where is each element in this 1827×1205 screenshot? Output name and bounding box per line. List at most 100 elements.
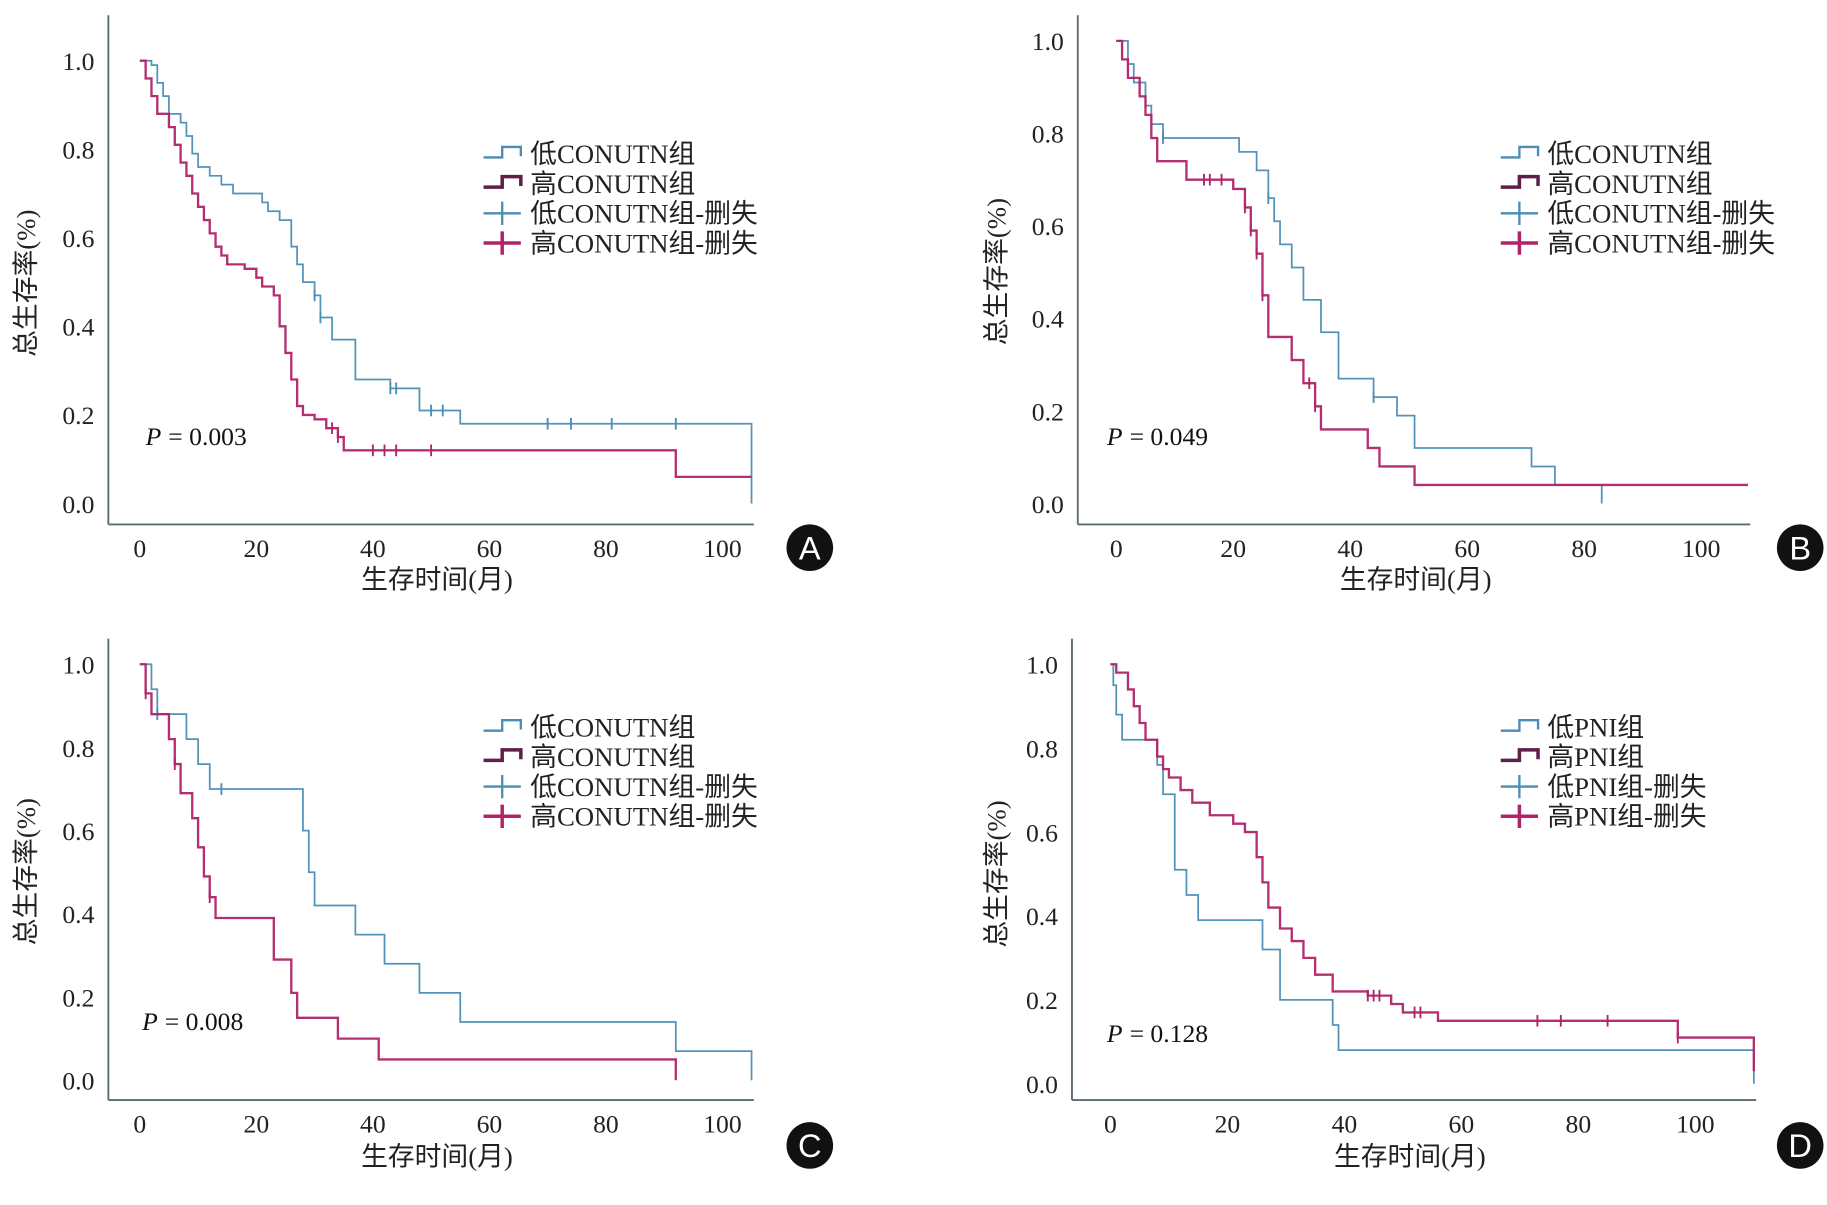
y-tick-label: 1.0 bbox=[62, 47, 94, 76]
survival-curve-high bbox=[1116, 39, 1748, 487]
x-tick-label: 40 bbox=[1332, 1110, 1358, 1139]
y-tick-label: 0.6 bbox=[1032, 212, 1064, 241]
y-tick-label: 0.4 bbox=[1032, 305, 1064, 334]
x-tick-label: 60 bbox=[477, 534, 503, 563]
chart-panel-a: 0.0 0.2 0.4 0.6 0.8 1.0 0 20 40 60 80 100 生存时间(月) 总生存… bbox=[11, 15, 834, 595]
legend-step-icon bbox=[483, 748, 523, 763]
x-tick-label: 20 bbox=[244, 534, 270, 563]
y-axis-label: 总生存率(%) bbox=[982, 198, 1012, 345]
y-tick-label: 0.0 bbox=[1026, 1070, 1058, 1099]
y-tick-label: 0.0 bbox=[1032, 490, 1064, 519]
panel-badge bbox=[1776, 1122, 1824, 1169]
legend-censor-icon bbox=[1500, 201, 1539, 225]
chart-panel-d: 0.0 0.2 0.4 0.6 0.8 1.0 0 20 40 60 80 100 生存时间(月) 总生存… bbox=[982, 638, 1824, 1171]
p-value: P = 0.003 bbox=[145, 422, 247, 451]
legend-censor-icon bbox=[483, 201, 521, 225]
x-tick-label: 40 bbox=[360, 534, 386, 563]
legend-label: 低CONUTN组-删失 bbox=[530, 199, 758, 229]
y-axis-label: 总生存率(%) bbox=[11, 798, 41, 945]
panel-label: A bbox=[799, 529, 821, 566]
x-tick-label: 20 bbox=[1220, 534, 1246, 563]
legend-censor-icon bbox=[483, 774, 521, 799]
survival-curve-high bbox=[139, 663, 677, 1081]
x-tick-label: 100 bbox=[1676, 1110, 1714, 1139]
legend-censor-icon bbox=[1500, 774, 1539, 799]
legend-label: 高CONUTN组-删失 bbox=[530, 228, 758, 258]
y-tick-label: 0.6 bbox=[1026, 818, 1058, 847]
y-axis-label: 总生存率(%) bbox=[982, 800, 1012, 947]
legend-label: 低PNI组-删失 bbox=[1547, 772, 1706, 802]
legend-label: 低CONUTN组 bbox=[530, 712, 695, 742]
x-tick-label: 100 bbox=[703, 1110, 741, 1139]
legend-label: 高CONUTN组 bbox=[530, 742, 695, 772]
x-tick-label: 80 bbox=[593, 534, 619, 563]
legend-step-icon bbox=[1500, 748, 1540, 763]
x-tick-label: 60 bbox=[477, 1110, 503, 1139]
panel-badge bbox=[786, 524, 834, 572]
chart-panel-b: 0.0 0.2 0.4 0.6 0.8 1.0 0 20 40 60 80 100 生存时间(月) 总生存… bbox=[982, 15, 1824, 595]
p-value-text: = 0.003 bbox=[168, 422, 247, 451]
x-tick-label: 80 bbox=[593, 1110, 619, 1139]
x-axis-label: 生存时间(月) bbox=[361, 565, 513, 595]
p-value-text: = 0.008 bbox=[165, 1007, 244, 1036]
legend-label: 低CONUTN组 bbox=[530, 139, 695, 169]
x-axis-label: 生存时间(月) bbox=[1340, 565, 1492, 595]
legend-censor-icon bbox=[1500, 231, 1539, 255]
panel-label: D bbox=[1788, 1127, 1812, 1164]
survival-curve-low bbox=[1116, 40, 1603, 504]
x-tick-label: 60 bbox=[1454, 534, 1480, 563]
p-symbol: P bbox=[1106, 1019, 1123, 1048]
y-tick-label: 0.2 bbox=[1026, 986, 1058, 1015]
legend-step-icon bbox=[483, 174, 523, 189]
legend-step-icon bbox=[1500, 719, 1540, 732]
y-tick-label: 0.4 bbox=[62, 900, 94, 929]
x-tick-label: 80 bbox=[1571, 534, 1597, 563]
chart-panel-c: 0.0 0.2 0.4 0.6 0.8 1.0 0 20 40 60 80 100 生存时间(月) 总生存… bbox=[11, 638, 834, 1171]
x-tick-label: 20 bbox=[1215, 1110, 1241, 1139]
legend-censor-icon bbox=[483, 804, 521, 828]
legend-label: 高CONUTN组-删失 bbox=[530, 802, 758, 832]
x-tick-label: 20 bbox=[244, 1110, 270, 1139]
panel-badge bbox=[1776, 524, 1824, 572]
y-tick-label: 0.6 bbox=[62, 224, 94, 253]
survival-curve-low bbox=[1110, 663, 1755, 1084]
legend-label: 高PNI组-删失 bbox=[1547, 802, 1706, 832]
legend-label: 高CONUTN组 bbox=[1547, 169, 1712, 199]
x-tick-label: 0 bbox=[1110, 534, 1123, 563]
y-tick-label: 0.8 bbox=[1026, 734, 1058, 763]
legend-label: 低PNI组 bbox=[1547, 712, 1644, 742]
x-tick-label: 40 bbox=[1337, 534, 1363, 563]
legend-label: 低CONUTN组-删失 bbox=[1547, 199, 1775, 229]
x-tick-label: 0 bbox=[133, 534, 146, 563]
y-tick-label: 0.2 bbox=[1032, 397, 1064, 426]
y-tick-label: 0.0 bbox=[62, 1067, 94, 1096]
y-tick-label: 0.4 bbox=[62, 313, 94, 342]
legend-step-icon bbox=[483, 719, 522, 732]
legend-censor-icon bbox=[483, 231, 521, 255]
p-symbol: P bbox=[141, 1007, 158, 1036]
y-tick-label: 0.6 bbox=[62, 817, 94, 846]
x-tick-label: 60 bbox=[1449, 1110, 1475, 1139]
p-value: P = 0.008 bbox=[141, 1007, 243, 1036]
survival-curve-high bbox=[1110, 663, 1755, 1072]
survival-curve-low bbox=[139, 663, 753, 1081]
panel-label: C bbox=[798, 1127, 822, 1164]
panel-badge bbox=[786, 1122, 834, 1169]
y-tick-label: 1.0 bbox=[1026, 651, 1058, 680]
p-value: P = 0.128 bbox=[1106, 1019, 1208, 1048]
legend-step-icon bbox=[1500, 145, 1540, 159]
legend-label: 低CONUTN组 bbox=[1547, 139, 1712, 169]
legend-label: 高CONUTN组 bbox=[530, 169, 695, 199]
x-tick-label: 0 bbox=[133, 1110, 146, 1139]
legend-label: 低CONUTN组-删失 bbox=[530, 772, 758, 802]
y-tick-label: 0.8 bbox=[62, 734, 94, 763]
legend-label: 高CONUTN组-删失 bbox=[1547, 228, 1775, 258]
y-tick-label: 0.0 bbox=[62, 490, 94, 519]
y-tick-label: 0.8 bbox=[1032, 120, 1064, 149]
x-tick-label: 80 bbox=[1566, 1110, 1592, 1139]
y-tick-label: 0.2 bbox=[62, 983, 94, 1012]
